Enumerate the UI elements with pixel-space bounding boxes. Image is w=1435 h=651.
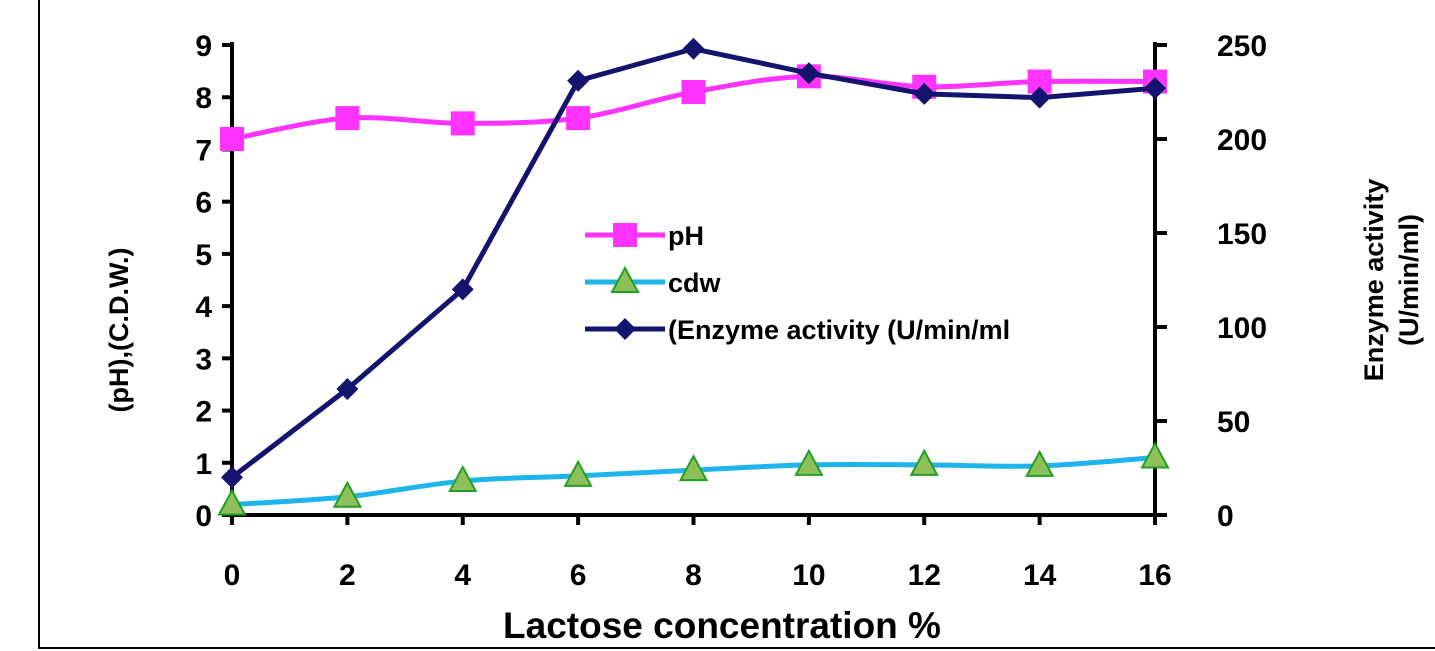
data-point <box>451 278 474 301</box>
y-left-tick-label: 7 <box>195 134 212 167</box>
y-axis-right-label-line2: (U/min/ml) <box>1394 214 1424 346</box>
data-point <box>336 378 359 401</box>
data-point <box>448 464 478 493</box>
y-right-tick-label: 0 <box>1217 500 1234 533</box>
x-tick-label: 2 <box>339 559 356 592</box>
chart-frame <box>38 0 1435 649</box>
data-point <box>681 80 706 104</box>
data-point <box>678 453 709 482</box>
data-point <box>221 466 243 489</box>
y-left-tick-label: 6 <box>195 187 212 220</box>
y-axis-left-label: (pH),(C.D.W.) <box>104 248 134 413</box>
y-right-tick-label: 50 <box>1217 406 1250 439</box>
x-tick-label: 4 <box>454 559 471 592</box>
y-left-tick-label: 0 <box>195 500 212 533</box>
legend-item: pH <box>585 221 704 251</box>
data-point <box>1144 77 1166 100</box>
y-right-tick-label: 100 <box>1217 312 1267 345</box>
x-tick-label: 0 <box>224 559 241 592</box>
y-left-tick-label: 3 <box>195 343 212 376</box>
data-point <box>563 459 593 487</box>
data-point <box>567 69 590 92</box>
series-enzyme-activity <box>221 37 1166 489</box>
y-left-tick-label: 9 <box>195 30 212 63</box>
legend-label: (Enzyme activity (U/min/ml <box>668 315 1010 345</box>
x-tick-label: 14 <box>1023 559 1057 592</box>
legend-item: (Enzyme activity (U/min/ml <box>585 315 1010 345</box>
data-point <box>909 448 939 476</box>
series-line <box>230 46 1156 480</box>
data-point <box>217 488 247 516</box>
x-tick-label: 8 <box>685 559 702 592</box>
data-point <box>332 480 363 508</box>
legend-label: cdw <box>668 268 722 298</box>
data-point <box>335 106 360 131</box>
data-point <box>450 111 475 136</box>
x-tick-label: 16 <box>1138 559 1171 592</box>
data-point <box>913 82 936 105</box>
legend-marker <box>613 223 637 247</box>
y-right-tick-label: 200 <box>1217 124 1267 157</box>
y-axis-right-label-line1: Enzyme activity <box>1359 179 1389 382</box>
series-cdw <box>217 441 1170 516</box>
x-tick-label: 10 <box>792 559 825 592</box>
data-point <box>220 127 244 151</box>
y-left-tick-label: 4 <box>195 291 212 324</box>
legend-item: cdw <box>585 265 722 298</box>
legend-label: pH <box>668 221 704 251</box>
x-tick-label: 12 <box>908 559 941 592</box>
data-point <box>797 62 820 85</box>
data-point <box>566 106 591 131</box>
y-left-tick-label: 2 <box>195 396 212 429</box>
data-point <box>794 448 824 476</box>
data-point <box>1024 449 1055 477</box>
series-ph <box>220 64 1167 151</box>
y-left-tick-label: 1 <box>195 448 212 481</box>
x-tick-label: 6 <box>570 559 587 592</box>
x-axis-label: Lactose concentration % <box>503 605 941 646</box>
data-point <box>682 37 705 60</box>
y-right-tick-label: 250 <box>1217 30 1267 63</box>
legend-marker <box>614 318 636 340</box>
y-right-tick-label: 150 <box>1217 218 1267 251</box>
data-point <box>1028 86 1051 109</box>
y-left-tick-label: 8 <box>195 82 212 115</box>
legend-marker <box>610 265 640 293</box>
data-point <box>1140 441 1170 469</box>
y-left-tick-label: 5 <box>195 239 212 272</box>
